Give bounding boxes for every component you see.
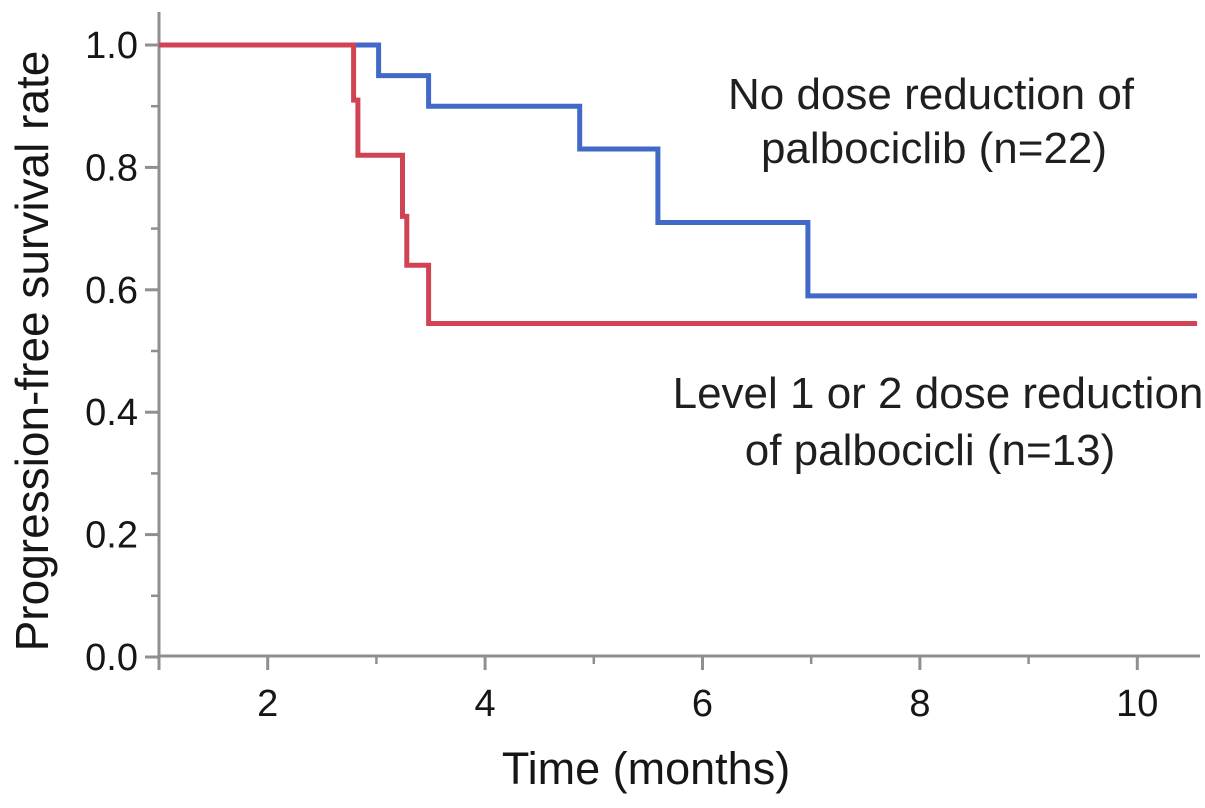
x-axis-title: Time (months) <box>502 743 790 794</box>
y-tick-label: 0.6 <box>85 270 138 312</box>
y-tick-label: 0.0 <box>85 637 138 679</box>
x-tick-label: 2 <box>257 683 278 725</box>
y-axis-title: Progression-free survival rate <box>6 51 58 652</box>
x-tick-label: 4 <box>475 683 496 725</box>
survival-curve-no-dose-reduction <box>159 42 1198 299</box>
survival-curve-dose-reduction <box>159 42 1198 326</box>
series-blue-annotation-line1: No dose reduction of <box>727 70 1135 119</box>
series-red-annotation-line1: Level 1 or 2 dose reduction <box>672 369 1204 418</box>
y-tick-label: 0.8 <box>85 147 138 189</box>
y-tick-label: 1.0 <box>85 25 138 67</box>
x-tick-label: 10 <box>1116 683 1158 725</box>
series-blue-annotation-line2: palbociclib (n=22) <box>760 124 1108 173</box>
y-tick-label: 0.4 <box>85 392 138 434</box>
y-tick-label: 0.2 <box>85 515 138 557</box>
series-red-annotation-line2: of palbocicli (n=13) <box>744 426 1116 475</box>
x-tick-label: 8 <box>909 683 930 725</box>
x-tick-label: 6 <box>692 683 713 725</box>
